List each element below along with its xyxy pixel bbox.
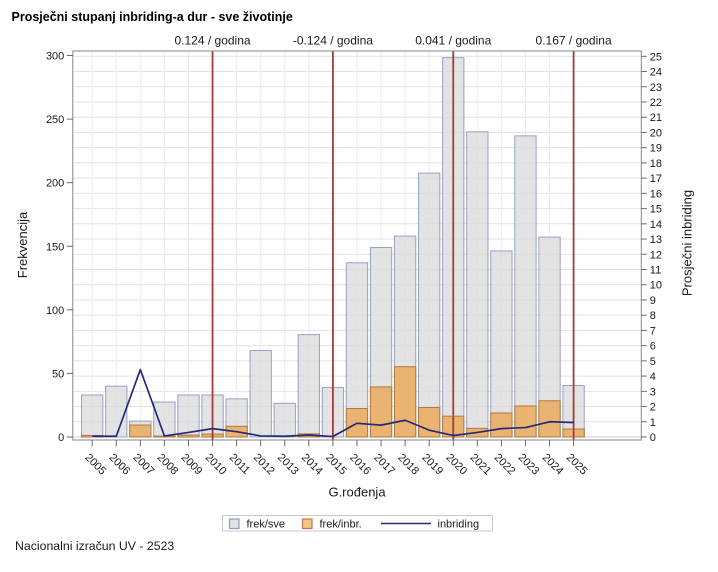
- svg-text:frek/inbr.: frek/inbr.: [320, 519, 362, 531]
- svg-text:Frekvencija: Frekvencija: [15, 211, 30, 278]
- svg-text:200: 200: [46, 178, 64, 190]
- svg-text:150: 150: [46, 241, 64, 253]
- svg-text:10: 10: [650, 280, 662, 292]
- svg-text:11: 11: [650, 264, 661, 276]
- svg-text:G.rođenja: G.rođenja: [328, 485, 386, 500]
- svg-text:-0.124 / godina: -0.124 / godina: [293, 34, 373, 48]
- svg-text:3: 3: [650, 386, 656, 398]
- svg-text:250: 250: [46, 114, 64, 126]
- svg-text:4: 4: [650, 371, 656, 383]
- svg-text:13: 13: [650, 234, 662, 246]
- svg-text:16: 16: [650, 188, 662, 200]
- svg-text:23: 23: [650, 82, 662, 94]
- svg-text:8: 8: [650, 310, 656, 322]
- svg-text:0: 0: [650, 432, 656, 444]
- svg-text:inbriding: inbriding: [438, 519, 480, 531]
- svg-text:0.041 / godina: 0.041 / godina: [415, 34, 491, 48]
- svg-text:0.124 / godina: 0.124 / godina: [175, 34, 251, 48]
- svg-text:18: 18: [650, 158, 662, 170]
- svg-text:0: 0: [58, 432, 64, 444]
- svg-text:9: 9: [650, 295, 656, 307]
- svg-text:24: 24: [650, 67, 662, 79]
- svg-text:17: 17: [650, 173, 662, 185]
- svg-text:6: 6: [650, 341, 656, 353]
- svg-text:5: 5: [650, 356, 656, 368]
- svg-text:22: 22: [650, 97, 662, 109]
- svg-text:Prosječni inbriding: Prosječni inbriding: [680, 190, 695, 296]
- svg-text:14: 14: [650, 219, 662, 231]
- svg-text:19: 19: [650, 143, 662, 155]
- svg-text:1: 1: [650, 417, 656, 429]
- svg-text:0.167 / godina: 0.167 / godina: [536, 34, 612, 48]
- svg-text:300: 300: [46, 51, 64, 63]
- svg-text:Nacionalni izračun UV - 2523: Nacionalni izračun UV - 2523: [15, 539, 174, 553]
- svg-text:Prosječni stupanj inbriding-a: Prosječni stupanj inbriding-a dur - sve …: [12, 10, 293, 24]
- svg-text:12: 12: [650, 249, 662, 261]
- svg-text:21: 21: [650, 112, 662, 124]
- svg-text:15: 15: [650, 204, 662, 216]
- svg-text:100: 100: [46, 305, 64, 317]
- svg-text:25: 25: [650, 51, 662, 63]
- svg-text:2: 2: [650, 402, 656, 414]
- svg-text:50: 50: [52, 368, 64, 380]
- svg-text:frek/sve: frek/sve: [247, 519, 286, 531]
- svg-text:7: 7: [650, 325, 656, 337]
- svg-text:20: 20: [650, 127, 662, 139]
